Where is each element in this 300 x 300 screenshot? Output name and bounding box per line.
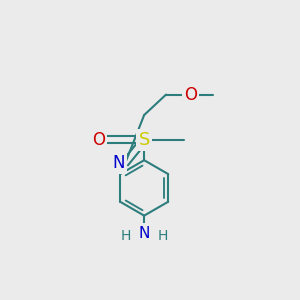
Text: H: H bbox=[121, 229, 131, 243]
Text: N: N bbox=[113, 154, 125, 172]
Text: N: N bbox=[139, 226, 150, 241]
Text: S: S bbox=[139, 131, 150, 149]
Text: H: H bbox=[157, 229, 168, 243]
Text: O: O bbox=[184, 85, 197, 103]
Text: O: O bbox=[92, 131, 105, 149]
